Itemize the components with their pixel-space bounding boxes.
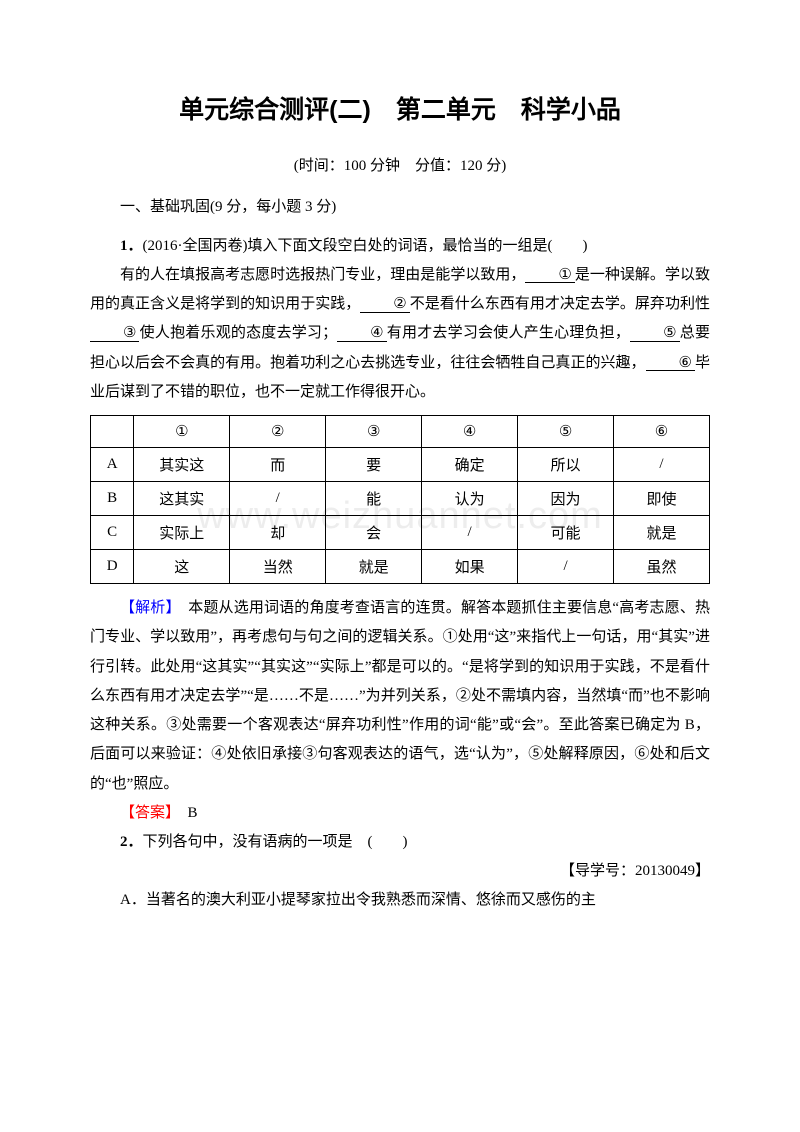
blank-2: ② xyxy=(360,296,409,313)
cell: 如果 xyxy=(422,550,518,584)
cell: 可能 xyxy=(518,516,614,550)
cell: / xyxy=(230,482,326,516)
th-blank xyxy=(91,416,134,448)
blank-6: ⑥ xyxy=(646,355,695,372)
table-row: D 这 当然 就是 如果 / 虽然 xyxy=(91,550,710,584)
cell: B xyxy=(91,482,134,516)
q1-number: 1． xyxy=(120,238,143,254)
th-5: ⑤ xyxy=(518,416,614,448)
cell: 虽然 xyxy=(614,550,710,584)
q2-stem-text: 下列各句中，没有语病的一项是 ( ) xyxy=(143,834,408,850)
table-header-row: ① ② ③ ④ ⑤ ⑥ xyxy=(91,416,710,448)
cell: C xyxy=(91,516,134,550)
cell: 要 xyxy=(326,448,422,482)
q1-seg3: 使人抱着乐观的态度去学习； xyxy=(139,325,337,341)
cell: 这 xyxy=(134,550,230,584)
q1-seg4: 有用才去学习会使人产生心理负担， xyxy=(387,325,631,341)
exam-meta: (时间：100 分钟 分值：120 分) xyxy=(90,154,710,175)
cell: 这其实 xyxy=(134,482,230,516)
question-2-stem: 2．下列各句中，没有语病的一项是 ( ) xyxy=(90,828,710,857)
section-1-heading: 一、基础巩固(9 分，每小题 3 分) xyxy=(90,193,710,222)
blank-4: ④ xyxy=(337,325,386,342)
q1-stem-text: 填入下面文段空白处的词语，最恰当的一组是( ) xyxy=(248,238,588,254)
th-4: ④ xyxy=(422,416,518,448)
table-row: A 其实这 而 要 确定 所以 / xyxy=(91,448,710,482)
table-row: B 这其实 / 能 认为 因为 即使 xyxy=(91,482,710,516)
th-6: ⑥ xyxy=(614,416,710,448)
cell: 能 xyxy=(326,482,422,516)
q1-passage-prefix: 有的人在填报高考志愿时选报热门专业，理由是能学以致用， xyxy=(120,267,525,283)
cell: 实际上 xyxy=(134,516,230,550)
page-title: 单元综合测评(二) 第二单元 科学小品 xyxy=(90,90,710,126)
question-2-option-a: A．当著名的澳大利亚小提琴家拉出令我熟悉而深情、悠徐而又感伤的主 xyxy=(90,886,710,915)
cell: 会 xyxy=(326,516,422,550)
question-1-passage: 有的人在填报高考志愿时选报热门专业，理由是能学以致用，①是一种误解。学以致用的真… xyxy=(90,261,710,407)
reference-number: 【导学号：20130049】 xyxy=(90,857,710,886)
cell: 就是 xyxy=(614,516,710,550)
th-1: ① xyxy=(134,416,230,448)
cell: 因为 xyxy=(518,482,614,516)
th-3: ③ xyxy=(326,416,422,448)
cell: 即使 xyxy=(614,482,710,516)
cell: D xyxy=(91,550,134,584)
q1-seg2: 不是看什么东西有用才决定去学。屏弃功利性 xyxy=(410,296,710,312)
analysis-text: 本题从选用词语的角度考查语言的连贯。解答本题抓住主要信息“高考志愿、热门专业、学… xyxy=(90,600,710,792)
cell: 却 xyxy=(230,516,326,550)
blank-5: ⑤ xyxy=(630,325,679,342)
analysis-label: 【解析】 xyxy=(120,600,173,616)
blank-1: ① xyxy=(525,267,574,284)
cell: 就是 xyxy=(326,550,422,584)
answer-text: B xyxy=(173,805,198,821)
analysis-block: 【解析】 本题从选用词语的角度考查语言的连贯。解答本题抓住主要信息“高考志愿、热… xyxy=(90,594,710,799)
answer-label: 【答案】 xyxy=(120,805,173,821)
cell: / xyxy=(518,550,614,584)
cell: 其实这 xyxy=(134,448,230,482)
table-row: C 实际上 却 会 / 可能 就是 xyxy=(91,516,710,550)
cell: / xyxy=(422,516,518,550)
options-table: ① ② ③ ④ ⑤ ⑥ A 其实这 而 要 确定 所以 / B 这其实 / 能 … xyxy=(90,415,710,584)
answer-block: 【答案】 B xyxy=(90,799,710,828)
cell: 当然 xyxy=(230,550,326,584)
q2-number: 2． xyxy=(120,834,143,850)
th-2: ② xyxy=(230,416,326,448)
cell: 认为 xyxy=(422,482,518,516)
cell: 所以 xyxy=(518,448,614,482)
q1-source: (2016·全国丙卷) xyxy=(143,238,248,254)
cell: 而 xyxy=(230,448,326,482)
cell: / xyxy=(614,448,710,482)
cell: A xyxy=(91,448,134,482)
question-1-stem: 1．(2016·全国丙卷)填入下面文段空白处的词语，最恰当的一组是( ) xyxy=(90,232,710,261)
blank-3: ③ xyxy=(90,325,139,342)
cell: 确定 xyxy=(422,448,518,482)
